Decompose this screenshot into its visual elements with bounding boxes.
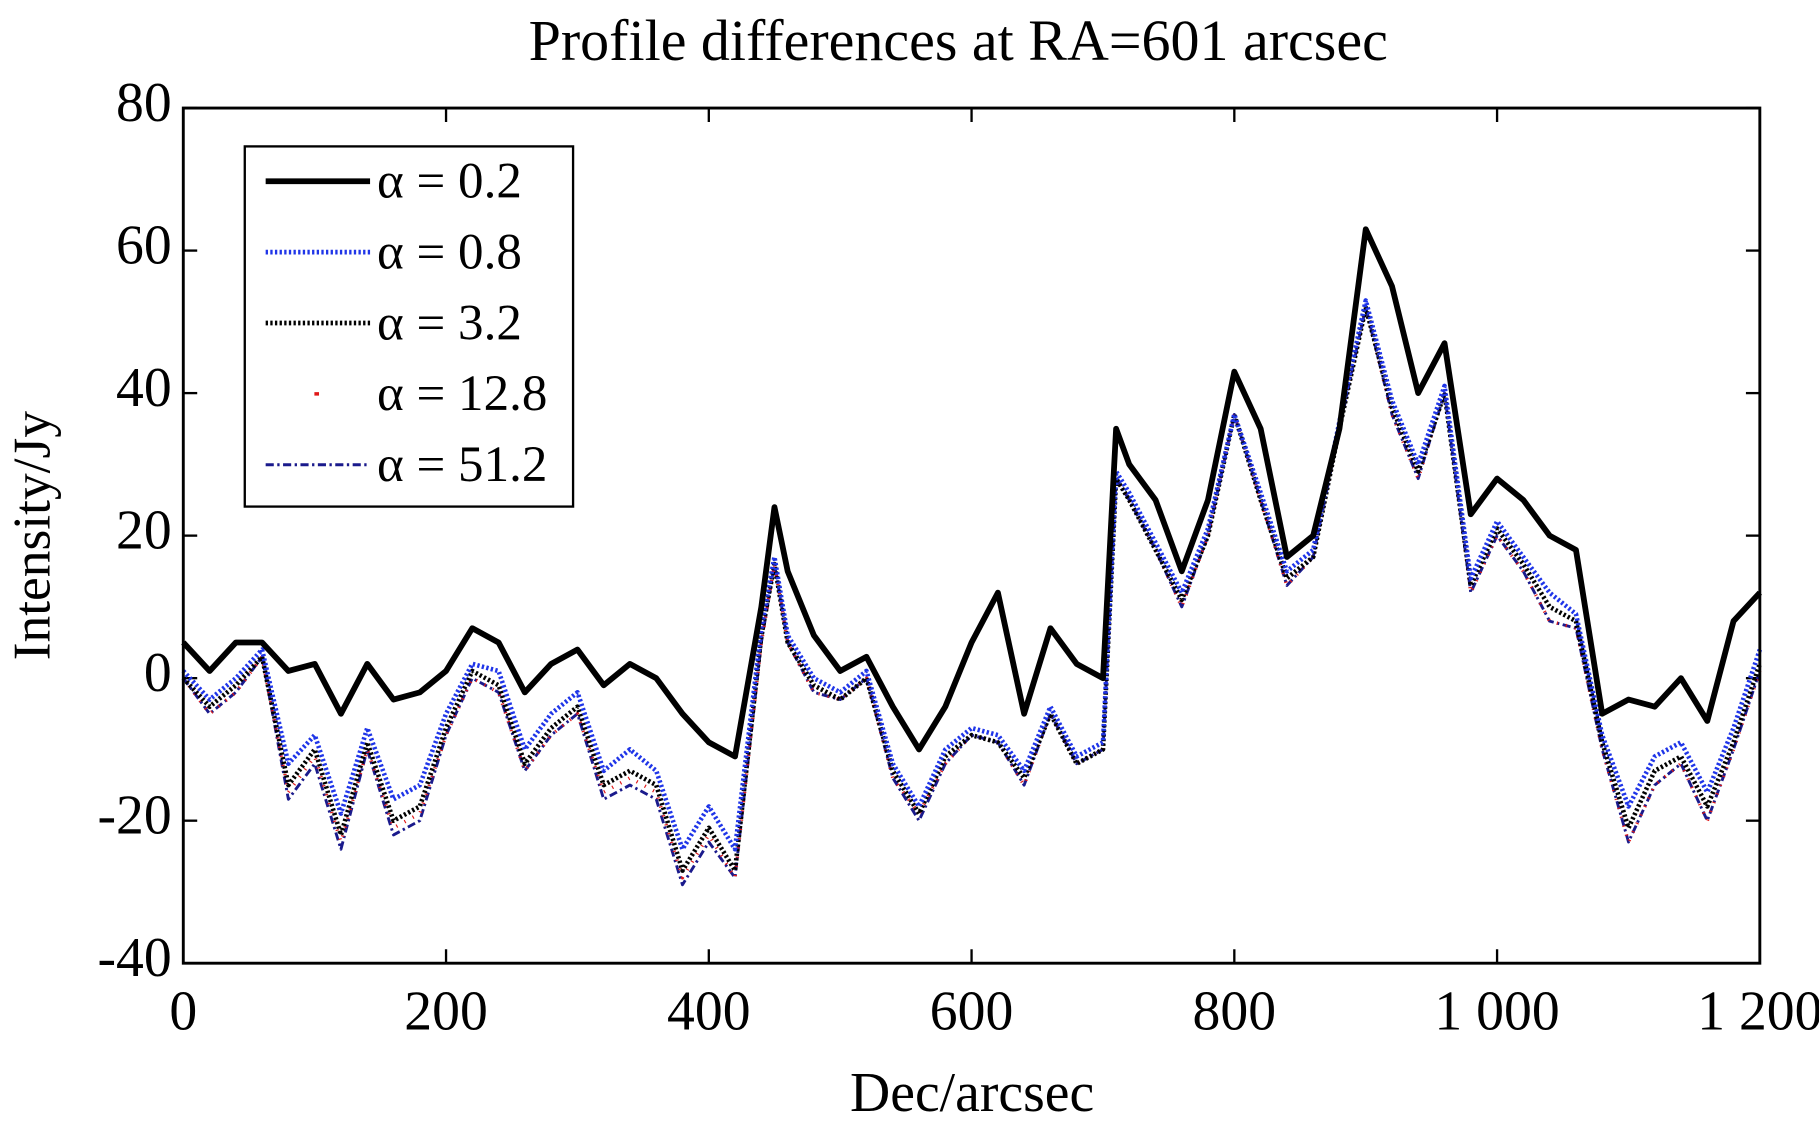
y-tick-label: 0 (144, 642, 172, 704)
legend-label: α = 0.8 (377, 223, 522, 280)
x-axis-label: Dec/arcsec (850, 1062, 1094, 1124)
y-tick-label: 40 (116, 357, 172, 419)
x-tick-label: 0 (169, 980, 197, 1042)
series-line (181, 305, 1763, 873)
y-tick-label: 60 (116, 214, 172, 276)
series-line (181, 305, 1762, 880)
x-tick-label: 400 (667, 980, 751, 1042)
y-tick-label: 80 (116, 72, 172, 134)
x-tick-label: 1 200 (1697, 980, 1819, 1042)
x-tick-label: 1 000 (1434, 980, 1559, 1042)
series-line (181, 298, 1763, 852)
x-tick-label: 600 (930, 980, 1014, 1042)
legend-label: α = 51.2 (377, 436, 547, 493)
y-axis-label: Intensity/Jy (1, 411, 61, 661)
y-tick-label: 20 (116, 499, 172, 561)
x-tick-label: 800 (1193, 980, 1277, 1042)
series-line (181, 226, 1762, 760)
x-tick-label: 200 (404, 980, 488, 1042)
y-tick-label: -40 (97, 927, 171, 989)
legend-label: α = 0.2 (377, 153, 522, 210)
plot-frame (181, 106, 1762, 965)
legend-label: α = 12.8 (377, 365, 547, 422)
chart-title: Profile differences at RA=601 arcsec (529, 8, 1388, 73)
legend-label: α = 3.2 (377, 294, 522, 351)
y-tick-label: -20 (97, 784, 171, 846)
legend-box (243, 145, 575, 508)
